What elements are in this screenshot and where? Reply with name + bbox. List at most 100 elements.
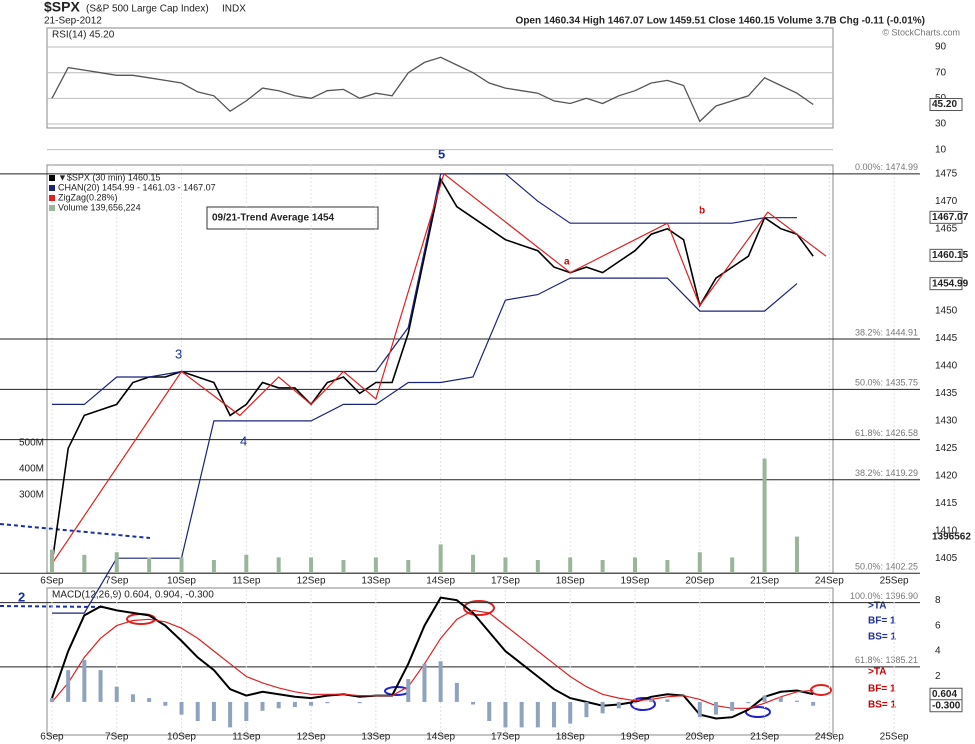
y-tick-label: 1430 — [935, 416, 958, 427]
histogram-bar — [519, 701, 524, 728]
series-line — [52, 277, 798, 614]
wave-label: 3 — [175, 346, 182, 361]
value-marker: 45.20 — [932, 99, 957, 110]
y-tick-label: 1435 — [935, 388, 958, 399]
quote: Open 1460.34 High 1467.07 Low 1459.51 Cl… — [516, 16, 925, 27]
histogram-bar — [762, 695, 767, 702]
histogram-bar — [130, 694, 135, 702]
x-tick-label: 10Sep — [167, 732, 196, 743]
legend-label: Volume 139,656,224 — [58, 202, 141, 212]
wave-label: 5 — [438, 146, 445, 161]
y-tick-label: 1475 — [935, 168, 958, 179]
value-marker: 1460.15 — [932, 250, 969, 261]
x-tick-label: 12Sep — [297, 732, 326, 743]
fib-label: 100.0%: 1396.90 — [850, 591, 918, 601]
y-tick-label: 8 — [935, 595, 941, 606]
wave-label: 2 — [18, 589, 25, 604]
volume-bar — [730, 557, 735, 573]
fib-label: 38.2%: 1444.91 — [855, 327, 918, 337]
y-tick-label: 1405 — [935, 553, 958, 564]
series-line — [52, 173, 797, 405]
y-tick-label: 1420 — [935, 470, 958, 481]
signal-text: BS= 1 — [868, 632, 897, 643]
rsi-frame — [46, 27, 834, 129]
histogram-bar — [260, 701, 265, 711]
volume-bar — [600, 560, 605, 573]
legend-swatch — [49, 195, 55, 201]
volume-bar — [82, 554, 87, 573]
x-tick-label: 6Sep — [40, 732, 64, 743]
y-tick-label: 1450 — [935, 306, 958, 317]
series-line — [51, 609, 814, 709]
volume-bar — [179, 557, 184, 573]
x-tick-label: 21Sep — [750, 732, 779, 743]
y-tick-label: 1470 — [935, 196, 958, 207]
value-marker-box — [929, 699, 963, 713]
fib-label: 38.2%: 1419.29 — [855, 468, 918, 478]
volume-bar — [276, 557, 281, 573]
date: 21-Sep-2012 — [44, 16, 102, 27]
histogram-bar — [244, 701, 249, 722]
histogram-bar — [66, 670, 71, 702]
histogram-bar — [292, 701, 297, 708]
x-tick-label: 25Sep — [880, 576, 909, 587]
histogram-bar — [309, 701, 314, 706]
x-tick-label: 7Sep — [105, 732, 129, 743]
wave-label: b — [699, 206, 705, 217]
wave-label: a — [564, 257, 570, 268]
y-tick-label: 1425 — [935, 443, 958, 454]
series-line — [51, 172, 827, 565]
index-name: (S&P 500 Large Cap Index) — [86, 4, 209, 15]
y-tick-label: 2 — [935, 671, 941, 682]
x-tick-label: 25Sep — [880, 732, 909, 743]
fib-label: 61.8%: 1426.58 — [855, 428, 918, 438]
volume-bar — [568, 557, 573, 573]
volume-bar — [535, 560, 540, 573]
histogram-bar — [713, 701, 718, 715]
histogram-bar — [211, 701, 216, 722]
volume-bar — [309, 557, 314, 573]
legend-swatch — [49, 175, 55, 181]
x-tick-label: 6Sep — [40, 576, 64, 587]
histogram-bar — [616, 701, 621, 709]
x-tick-label: 17Sep — [491, 576, 520, 587]
histogram-bar — [584, 701, 589, 718]
histogram-bar — [228, 701, 233, 728]
legend-label: ZigZag(0.28%) — [58, 192, 118, 202]
volume-bar — [147, 557, 152, 573]
volume-bar — [762, 458, 767, 573]
volume-bar — [794, 536, 799, 573]
signal-text: >TA — [868, 667, 886, 678]
histogram-bar — [487, 701, 492, 722]
volume-marker: 1396562 — [932, 531, 971, 542]
volume-bar — [471, 554, 476, 573]
histogram-bar — [535, 701, 540, 728]
volume-bar — [633, 557, 637, 573]
macd-title: MACD(12,26,9) 0.604, 0.904, -0.300 — [52, 590, 214, 601]
x-tick-label: 18Sep — [556, 732, 585, 743]
value-marker-box — [929, 248, 963, 262]
signal-text: BF= 1 — [868, 616, 896, 627]
rsi-title: RSI(14) 45.20 — [52, 30, 115, 41]
histogram-bar — [406, 679, 411, 702]
y-tick-label: 4 — [935, 646, 941, 657]
histogram-bar — [163, 701, 168, 706]
y2-tick-label: 400M — [19, 464, 44, 475]
signal-text: BF= 1 — [868, 684, 896, 695]
histogram-bar — [649, 699, 654, 702]
fib-label: 61.8%: 1385.21 — [855, 655, 918, 665]
histogram-bar — [503, 701, 508, 728]
y-tick-label: 1445 — [935, 333, 958, 344]
histogram-bar — [568, 701, 573, 724]
histogram-bar — [600, 701, 605, 714]
volume-bar — [341, 560, 346, 573]
x-tick-label: 14Sep — [426, 732, 455, 743]
histogram-bar — [746, 701, 751, 704]
histogram-bar — [195, 701, 200, 722]
volume-bar — [438, 544, 443, 573]
histogram-bar — [471, 701, 476, 705]
value-marker-box — [929, 98, 963, 112]
histogram-bar — [730, 701, 735, 711]
trend-annotation: 09/21-Trend Average 1454 — [212, 213, 335, 224]
legend-label: ▼$SPX (30 min) 1460.15 — [58, 172, 160, 182]
